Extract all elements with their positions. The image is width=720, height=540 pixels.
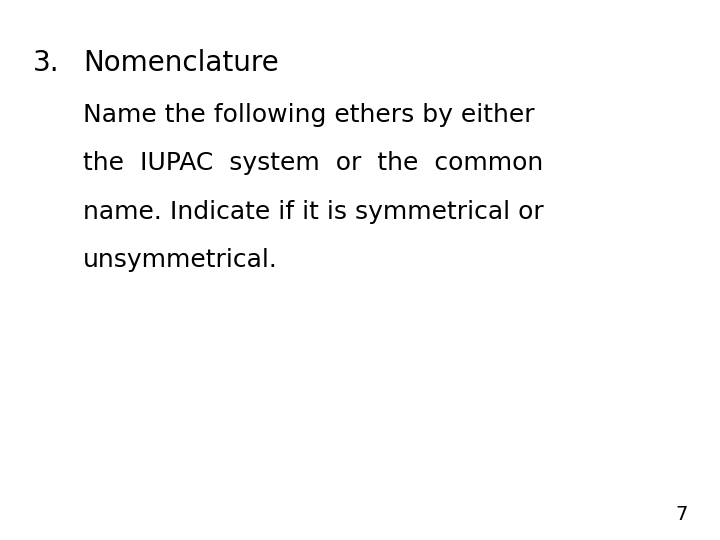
Text: 3.: 3.: [32, 49, 59, 77]
Text: Name the following ethers by either: Name the following ethers by either: [83, 103, 534, 126]
Text: unsymmetrical.: unsymmetrical.: [83, 248, 278, 272]
Text: the  IUPAC  system  or  the  common: the IUPAC system or the common: [83, 151, 543, 175]
Text: name. Indicate if it is symmetrical or: name. Indicate if it is symmetrical or: [83, 200, 544, 224]
Text: Nomenclature: Nomenclature: [83, 49, 279, 77]
Text: 7: 7: [675, 505, 688, 524]
